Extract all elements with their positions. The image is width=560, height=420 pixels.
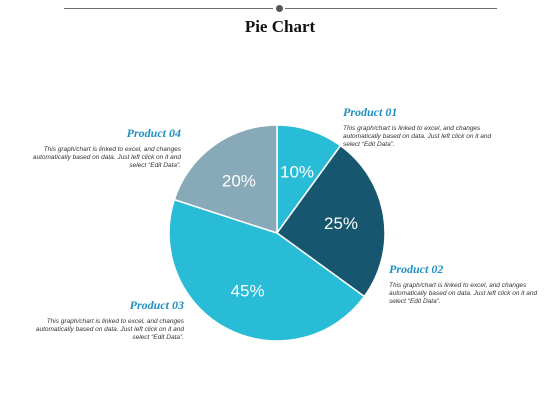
slice-percent-label: 10% (280, 162, 314, 181)
slice-percent-label: 25% (324, 214, 358, 233)
callout-product-04: Product 04 This graph/chart is linked to… (30, 126, 181, 170)
callout-heading: Product 03 (129, 298, 184, 312)
callout-heading: Product 01 (343, 105, 398, 119)
callout-body: This graph/chart is linked to excel, and… (343, 125, 492, 148)
slice-percent-label: 20% (222, 172, 256, 191)
top-divider-left (64, 8, 273, 9)
callout-product-01: Product 01 This graph/chart is linked to… (343, 105, 503, 149)
top-divider-dot (276, 5, 283, 12)
top-divider-right (285, 8, 497, 9)
callout-body: This graph/chart is linked to excel, and… (389, 282, 538, 305)
callout-heading: Product 02 (389, 262, 444, 276)
slide-title: Pie Chart (244, 17, 316, 36)
callout-product-03: Product 03 This graph/chart is linked to… (33, 298, 184, 342)
slice-percent-label: 45% (231, 282, 265, 301)
callout-body: This graph/chart is linked to excel, and… (32, 146, 181, 169)
pie-slice-3 (168, 198, 366, 342)
callout-heading: Product 04 (126, 126, 181, 140)
pie-slice-4 (173, 124, 278, 235)
pie-slice-2 (275, 144, 386, 298)
callout-product-02: Product 02 This graph/chart is linked to… (389, 262, 549, 306)
callout-body: This graph/chart is linked to excel, and… (35, 318, 184, 341)
